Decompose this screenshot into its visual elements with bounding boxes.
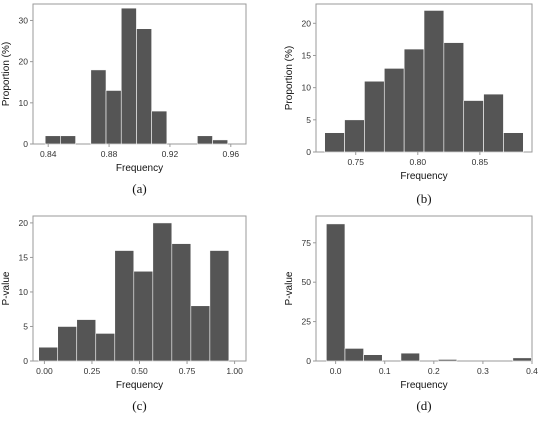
histogram-bar <box>363 354 383 362</box>
histogram-bar <box>38 346 59 362</box>
histogram-bar <box>114 250 135 362</box>
y-axis-label: Proportion (%) <box>284 46 295 110</box>
x-tick-label: 0.92 <box>162 149 179 159</box>
histogram-bar <box>209 250 230 362</box>
x-axis-label: Frequency <box>400 171 447 182</box>
x-axis-label: Frequency <box>116 380 163 391</box>
histogram-bar <box>503 132 524 153</box>
y-tick-label: 0 <box>23 139 28 149</box>
histogram-bar <box>423 10 445 153</box>
panel-label: (d) <box>416 398 431 413</box>
x-tick-label: 1.00 <box>226 366 243 376</box>
x-axis-label: Frequency <box>116 163 163 174</box>
histogram-panel-c: Frequency P-value (c) 0.00 0.25 0.50 0.75 1.… <box>1 215 247 413</box>
histogram-bar <box>190 305 211 362</box>
x-tick-label: 0.75 <box>347 157 364 167</box>
histogram-bar <box>437 359 458 362</box>
y-tick-label: 15 <box>19 252 29 262</box>
histogram-bar <box>483 93 504 153</box>
x-tick-label: 0.2 <box>428 366 440 376</box>
histogram-panel-b: Frequency Proportion (%) (b) 0.75 0.80 0.8… <box>284 3 533 206</box>
x-axis-label: Frequency <box>400 380 447 391</box>
histogram-bar <box>90 69 107 145</box>
x-tick-label: 0.96 <box>223 149 240 159</box>
y-tick-label: 20 <box>302 18 312 28</box>
x-tick-label: 0.88 <box>101 149 118 159</box>
y-axis-label: Proportion (%) <box>1 42 12 106</box>
y-tick-label: 25 <box>302 317 312 327</box>
histogram-bar <box>171 243 192 362</box>
y-tick-label: 0 <box>306 356 311 366</box>
x-tick-label: 0.00 <box>36 366 53 376</box>
plot-frame <box>315 215 533 362</box>
histogram-bar <box>151 110 168 145</box>
histogram-bar <box>212 139 229 145</box>
histogram-bar <box>44 135 61 145</box>
histogram-panel-a: Frequency Proportion (%) (a) 0.84 0.88 0.9… <box>1 3 247 196</box>
y-tick-label: 10 <box>302 83 312 93</box>
histogram-bar <box>95 333 116 362</box>
histogram-bar <box>463 100 484 153</box>
panel-label: (b) <box>416 191 431 206</box>
histogram-bar <box>443 42 465 153</box>
y-tick-label: 20 <box>19 218 29 228</box>
x-tick-label: 0.75 <box>179 366 196 376</box>
histogram-bar <box>197 135 213 145</box>
y-tick-label: 5 <box>23 321 28 331</box>
y-tick-label: 5 <box>306 115 311 125</box>
histogram-bar <box>400 352 420 362</box>
histogram-bar <box>326 223 346 362</box>
histogram-bar <box>60 135 76 145</box>
histogram-panel-d: Frequency P-value (d) 0.0 0.1 0.2 0.3 0.4 0 25… <box>284 215 538 413</box>
histogram-bar <box>324 132 345 153</box>
histogram-bar <box>136 28 152 145</box>
y-tick-label: 30 <box>19 15 29 25</box>
histogram-bar <box>344 348 364 362</box>
histogram-bar <box>364 80 385 153</box>
histogram-bar <box>512 357 532 362</box>
y-axis-label: P-value <box>1 271 12 305</box>
histogram-bar <box>344 119 365 153</box>
histogram-bar <box>383 68 405 153</box>
x-tick-label: 0.80 <box>410 157 427 167</box>
y-tick-label: 10 <box>19 98 29 108</box>
y-axis-label: P-value <box>284 271 295 305</box>
y-tick-label: 0 <box>23 356 28 366</box>
x-tick-label: 0.50 <box>131 366 148 376</box>
histogram-bar <box>133 270 154 362</box>
x-tick-label: 0.84 <box>40 149 57 159</box>
histogram-bar <box>76 319 97 362</box>
x-tick-label: 0.25 <box>84 366 101 376</box>
y-tick-label: 75 <box>302 238 312 248</box>
x-tick-label: 0.4 <box>526 366 538 376</box>
panel-label: (a) <box>132 181 146 196</box>
histogram-bar <box>152 222 173 362</box>
histogram-bar <box>57 326 78 362</box>
histogram-bar <box>120 7 137 145</box>
x-tick-label: 0.85 <box>472 157 489 167</box>
y-tick-label: 10 <box>19 287 29 297</box>
y-tick-label: 15 <box>302 50 312 60</box>
panel-label: (c) <box>132 398 146 413</box>
histogram-bar <box>105 90 122 145</box>
y-tick-label: 0 <box>306 147 311 157</box>
y-tick-label: 50 <box>302 277 312 287</box>
y-tick-label: 20 <box>19 57 29 67</box>
histogram-bar <box>403 48 425 153</box>
x-tick-label: 0.1 <box>379 366 391 376</box>
x-tick-label: 0.3 <box>477 366 489 376</box>
x-tick-label: 0.0 <box>330 366 342 376</box>
